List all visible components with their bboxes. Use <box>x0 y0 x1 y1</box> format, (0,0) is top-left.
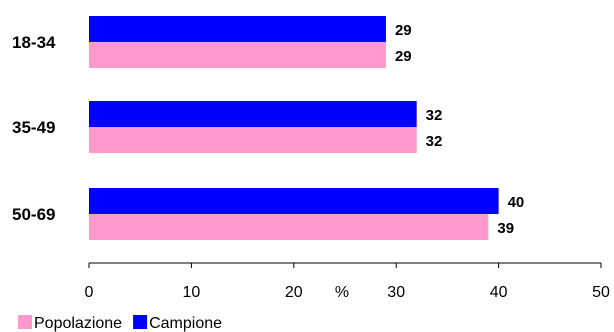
category-label: 50-69 <box>12 205 55 224</box>
bar-popolazione-18-34 <box>89 42 386 68</box>
x-tick-label: 30 <box>387 284 405 301</box>
bar-popolazione-50-69 <box>89 214 489 240</box>
legend-swatch-popolazione <box>18 315 32 329</box>
data-label-campione: 32 <box>426 107 443 124</box>
data-label-campione: 40 <box>508 194 525 211</box>
legend-label-popolazione: Popolazione <box>34 315 122 332</box>
x-tick-label: 40 <box>490 284 508 301</box>
data-label-popolazione: 39 <box>497 220 514 237</box>
data-label-popolazione: 29 <box>395 48 412 65</box>
x-unit-label: % <box>335 284 349 301</box>
legend-swatch-campione <box>133 315 148 329</box>
bar-popolazione-35-49 <box>89 127 417 153</box>
x-tick-label: 0 <box>85 284 94 301</box>
data-label-popolazione: 32 <box>426 133 443 150</box>
x-tick-label: 10 <box>183 284 201 301</box>
category-label: 18-34 <box>12 33 56 52</box>
data-label-campione: 29 <box>395 22 412 39</box>
bar-campione-50-69 <box>89 188 499 214</box>
category-label: 35-49 <box>12 118 55 137</box>
x-tick-label: 50 <box>592 284 610 301</box>
bar-campione-35-49 <box>89 101 417 127</box>
legend-label-campione: Campione <box>149 315 222 332</box>
x-tick-label: 20 <box>285 284 303 301</box>
bar-campione-18-34 <box>89 16 386 42</box>
